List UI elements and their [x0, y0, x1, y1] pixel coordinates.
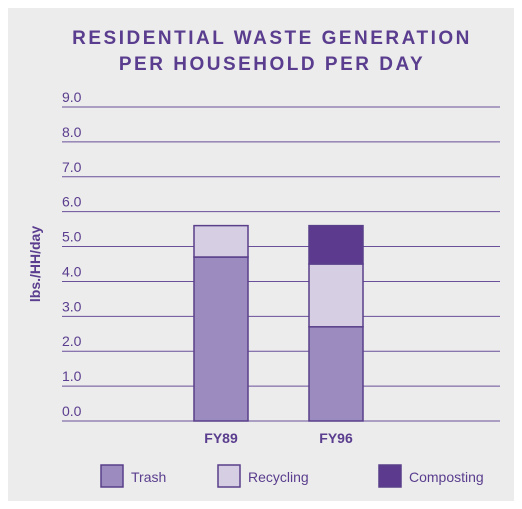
bar-segment [308, 263, 364, 328]
legend-label: Composting [409, 469, 484, 485]
x-tick-label: FY96 [319, 430, 353, 446]
y-tick-label: 4.0 [62, 263, 82, 279]
y-tick-label: 1.0 [62, 368, 82, 384]
chart-title: RESIDENTIAL WASTE GENERATION [72, 28, 472, 49]
panel [8, 8, 514, 501]
y-tick-label: 8.0 [62, 124, 82, 140]
y-axis-label: lbs./HH/day [27, 226, 43, 302]
x-tick-label: FY89 [204, 430, 238, 446]
legend-label: Recycling [248, 469, 309, 485]
legend-swatch [378, 464, 402, 488]
bar-segment [308, 326, 364, 422]
legend-swatch [217, 464, 241, 488]
chart-title: PER HOUSEHOLD PER DAY [119, 54, 425, 75]
bar-segment [193, 256, 249, 422]
y-tick-label: 3.0 [62, 298, 82, 314]
bar-segment [193, 224, 249, 258]
y-tick-label: 9.0 [62, 89, 82, 105]
legend-swatch [100, 464, 124, 488]
y-tick-label: 6.0 [62, 194, 82, 210]
y-tick-label: 7.0 [62, 159, 82, 175]
y-tick-label: 0.0 [62, 403, 82, 419]
y-tick-label: 2.0 [62, 333, 82, 349]
y-tick-label: 5.0 [62, 229, 82, 245]
legend-label: Trash [131, 469, 166, 485]
bar-segment [308, 224, 364, 265]
